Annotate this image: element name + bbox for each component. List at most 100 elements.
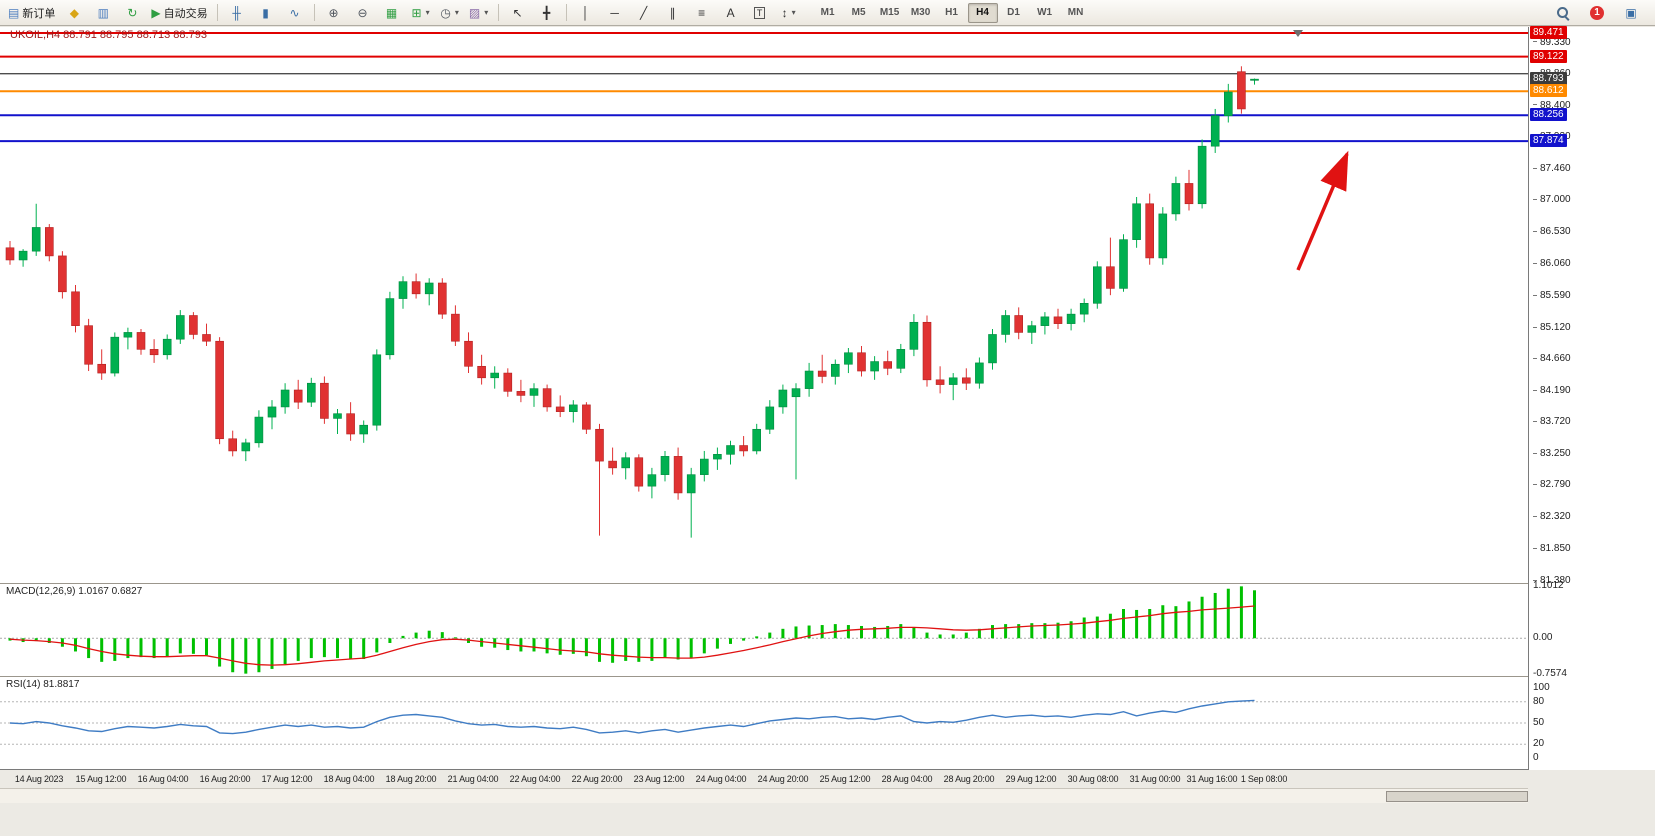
time-label: 28 Aug 04:00	[881, 774, 933, 784]
timeframe-w1[interactable]: W1	[1037, 7, 1053, 18]
charts-button[interactable]: ▥	[89, 2, 117, 24]
notifications-button[interactable]: 1	[1583, 2, 1611, 24]
arrows-icon: ↕	[781, 5, 788, 20]
time-label: 22 Aug 20:00	[571, 774, 623, 784]
time-label: 31 Aug 00:00	[1129, 774, 1181, 784]
price-tick: 83.720	[1533, 416, 1571, 427]
horizontal-scrollbar[interactable]	[0, 788, 1528, 803]
timeframe-mn[interactable]: MN	[1067, 7, 1084, 18]
time-label: 21 Aug 04:00	[447, 774, 499, 784]
caret-down-icon: ▾	[791, 8, 796, 17]
price-tick: 86.060	[1533, 258, 1571, 269]
time-label: 16 Aug 04:00	[137, 774, 189, 784]
search-icon	[1556, 6, 1570, 20]
toolbar-separator	[313, 4, 315, 21]
chart-window: UKOIL,H4 88.791 88.795 88.713 88.793 MAC…	[0, 26, 1655, 836]
trendline-icon: ╱	[639, 5, 648, 20]
crosshair-button[interactable]: ╋	[533, 2, 561, 24]
templates-button[interactable]: ▨ ▾	[465, 2, 493, 24]
price-axis[interactable]: 89.33088.86088.40087.93087.46087.00086.5…	[1528, 26, 1655, 770]
price-badge: 88.256	[1530, 108, 1567, 122]
toolbar-separator	[565, 4, 567, 21]
fibonacci-tool-button[interactable]: ≡	[688, 2, 716, 24]
new-order-label: 新订单	[22, 7, 56, 20]
candles-mode-button[interactable]: ▮	[252, 2, 280, 24]
price-tick: 83.250	[1533, 448, 1571, 459]
zoom-in-button[interactable]: ⊕	[320, 2, 348, 24]
timeframe-m1[interactable]: M1	[820, 7, 835, 18]
horizontal-line-icon: ─	[610, 5, 619, 20]
chart-plot[interactable]	[0, 27, 1528, 770]
crosshair-icon: ╋	[542, 5, 551, 20]
timeframe-m5[interactable]: M5	[851, 7, 866, 18]
autotrading-button[interactable]: ▶ 自动交易	[147, 2, 211, 24]
tile-windows-button[interactable]: ▦	[378, 2, 406, 24]
vline-tool-button[interactable]: │	[572, 2, 600, 24]
price-badge: 88.793	[1530, 71, 1567, 85]
price-tick: 85.590	[1533, 290, 1571, 301]
timeframe-h1[interactable]: H1	[945, 7, 958, 18]
rsi-axis-tick: 20	[1533, 738, 1545, 750]
timeframe-m30[interactable]: M30	[910, 7, 931, 18]
toolbar-separator	[216, 4, 218, 21]
refresh-button[interactable]: ↻	[118, 2, 146, 24]
cursor-button[interactable]: ↖	[504, 2, 532, 24]
autotrading-label: 自动交易	[163, 7, 208, 20]
refresh-icon: ↻	[127, 5, 138, 20]
hline-tool-button[interactable]: ─	[601, 2, 629, 24]
chat-icon: ▣	[1625, 5, 1637, 20]
template-icon: ▨	[468, 5, 481, 20]
zoom-in-icon: ⊕	[328, 5, 339, 20]
macd-axis-tick: -0.7574	[1533, 667, 1567, 679]
toolbar-separator	[497, 4, 499, 21]
price-tick: 85.120	[1533, 322, 1571, 333]
price-badge: 88.612	[1530, 84, 1567, 98]
clock-icon: ◷	[440, 5, 451, 20]
time-axis[interactable]: 14 Aug 2023 15 Aug 12:00 16 Aug 04:00 16 Au…	[0, 770, 1528, 788]
time-label: 25 Aug 12:00	[819, 774, 871, 784]
text-tool-button[interactable]: A	[717, 2, 745, 24]
caret-down-icon: ▾	[454, 8, 459, 17]
new-order-button[interactable]: ▤ 新订单	[4, 2, 59, 24]
play-icon: ▶	[151, 5, 161, 20]
notification-badge: 1	[1590, 5, 1604, 20]
scrollbar-thumb[interactable]	[1386, 791, 1528, 802]
periods-button[interactable]: ◷ ▾	[436, 2, 464, 24]
caret-down-icon: ▾	[425, 8, 430, 17]
indicators-button[interactable]: ⊞ ▾	[407, 2, 435, 24]
timeframe-m15[interactable]: M15	[879, 7, 900, 18]
bars-mode-button[interactable]: ╫	[223, 2, 251, 24]
zoom-out-button[interactable]: ⊖	[349, 2, 377, 24]
price-tick: 82.320	[1533, 511, 1571, 522]
time-label: 14 Aug 2023	[14, 774, 64, 784]
rsi-axis-tick: 50	[1533, 717, 1545, 728]
trendline-tool-button[interactable]: ╱	[630, 2, 658, 24]
candles-layer	[5, 66, 1259, 538]
timeframe-d1[interactable]: D1	[1007, 7, 1020, 18]
channel-tool-button[interactable]: ∥	[659, 2, 687, 24]
candlestick-icon: ▮	[262, 5, 269, 20]
price-tick: 88.400	[1533, 100, 1571, 111]
search-button[interactable]	[1549, 2, 1577, 24]
time-label: 29 Aug 12:00	[1005, 774, 1057, 784]
price-tick: 86.530	[1533, 226, 1571, 237]
tile-windows-icon: ▦	[385, 5, 398, 20]
line-mode-button[interactable]: ∿	[281, 2, 309, 24]
hline-objects	[0, 32, 1528, 143]
profiles-button[interactable]: ◆	[60, 2, 88, 24]
rsi-layer	[0, 699, 1528, 745]
vertical-line-icon: │	[581, 5, 590, 20]
price-tick: 87.460	[1533, 163, 1571, 174]
rsi-axis-tick: 80	[1533, 695, 1545, 707]
price-tick: 87.000	[1533, 194, 1571, 205]
price-tick: 81.380	[1533, 575, 1571, 586]
chat-button[interactable]: ▣	[1617, 2, 1645, 24]
macd-axis-tick: 0.00	[1533, 632, 1553, 644]
timeframe-h4[interactable]: H4	[967, 2, 998, 23]
cursor-icon: ↖	[512, 5, 523, 20]
arrows-tool-button[interactable]: ↕ ▾	[775, 2, 803, 24]
indicators-icon: ⊞	[411, 5, 422, 20]
charts-icon: ▥	[97, 5, 110, 20]
chart-shift-marker	[1293, 30, 1303, 37]
label-tool-button[interactable]: T	[746, 2, 774, 24]
